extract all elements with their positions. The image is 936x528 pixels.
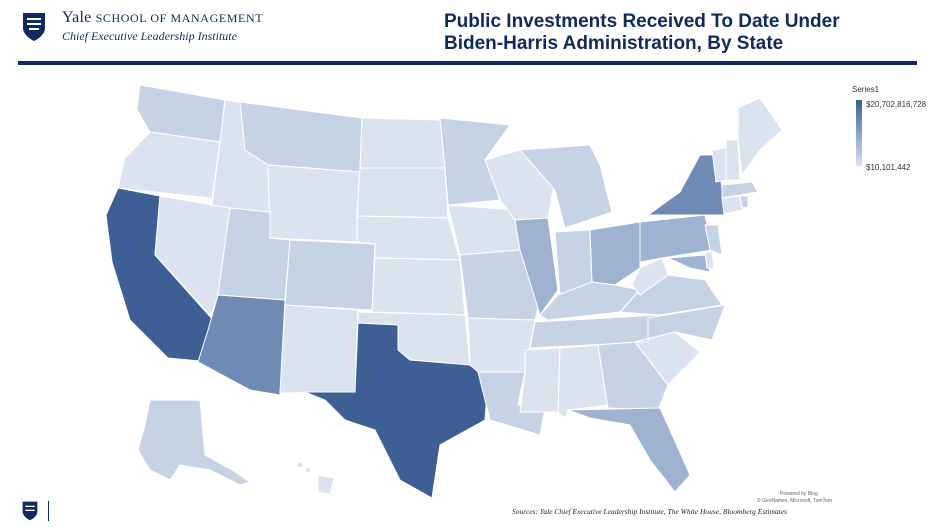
state-maryland — [666, 254, 711, 273]
state-missouri — [459, 249, 541, 321]
legend-min-label: $10,101,442 — [866, 163, 911, 172]
state-colorado — [284, 239, 376, 311]
state-maine — [737, 97, 783, 177]
school-name: Yale SCHOOL OF MANAGEMENT — [62, 9, 263, 27]
hawaii-island-small-2 — [305, 467, 311, 473]
state-massachusetts — [721, 181, 759, 199]
state-hawaii — [317, 474, 335, 495]
state-new-jersey — [704, 224, 723, 256]
legend-title: Series1 — [852, 85, 880, 94]
footer-divider — [48, 501, 49, 521]
us-choropleth-map — [105, 84, 783, 499]
state-new-mexico — [279, 304, 359, 394]
yale-shield-footer-icon — [22, 501, 38, 521]
sources-note: Sources: Yale Chief Executive Leadership… — [512, 507, 787, 516]
state-delaware — [704, 251, 715, 269]
legend-max-label: $20,702,816,728 — [866, 100, 927, 109]
state-rhode-island — [739, 195, 749, 209]
school-of-management: SCHOOL OF MANAGEMENT — [95, 11, 264, 25]
state-new-hampshire — [725, 139, 741, 181]
state-pennsylvania — [639, 214, 713, 263]
state-kansas — [371, 257, 466, 316]
state-alaska — [137, 399, 252, 486]
header-divider — [18, 61, 917, 65]
state-florida — [567, 407, 691, 493]
title-line-2: Biden-Harris Administration, By State — [444, 33, 784, 54]
state-north-carolina — [634, 304, 726, 343]
state-michigan — [518, 144, 613, 229]
hawaii-island-small — [296, 461, 304, 469]
title-line-1: Public Investments Received To Date Unde… — [444, 11, 840, 32]
yale-wordmark: Yale — [62, 9, 92, 26]
state-wyoming — [267, 164, 361, 243]
state-ohio — [589, 221, 641, 286]
state-connecticut — [721, 195, 743, 215]
state-kentucky — [539, 281, 641, 321]
state-west-virginia — [631, 257, 669, 296]
state-georgia — [597, 341, 669, 411]
yale-shield-icon — [23, 13, 45, 41]
institute-name: Chief Executive Leadership Institute — [62, 29, 237, 43]
state-texas — [304, 322, 489, 499]
map-powered-by: Powered by Bing — [780, 491, 818, 497]
state-oregon — [117, 131, 221, 199]
state-north-dakota — [359, 117, 446, 169]
map-copyright: © GeoNames, Microsoft, TomTom — [757, 498, 832, 504]
legend-color-scale — [856, 100, 862, 166]
state-mississippi — [519, 347, 561, 413]
state-south-dakota — [356, 167, 449, 219]
state-illinois — [514, 217, 559, 317]
page-title: Public Investments Received To Date Unde… — [444, 11, 840, 55]
